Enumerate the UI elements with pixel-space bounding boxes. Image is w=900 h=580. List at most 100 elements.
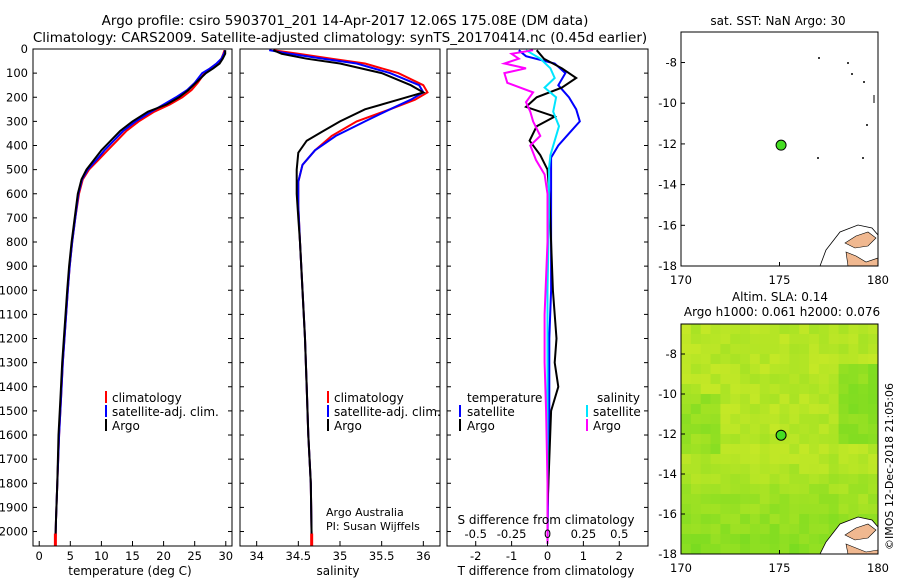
sla-cell (779, 464, 790, 475)
sla-cell (809, 484, 820, 495)
sla-cell (868, 354, 878, 365)
depth-tick-label: 2000 (0, 525, 28, 539)
sla-cell (720, 444, 731, 455)
sla-cell (779, 384, 790, 395)
sla-cell (720, 354, 731, 365)
map-y-tick-label: -10 (658, 387, 677, 401)
sla-cell (749, 504, 761, 515)
sla-cell (848, 454, 859, 465)
sla-cell (749, 394, 761, 405)
sla-cell (690, 534, 702, 545)
sla-cell (690, 404, 702, 415)
sla-cell (720, 464, 731, 475)
depth-tick-label: 600 (6, 187, 28, 201)
sla-cell (779, 404, 790, 415)
sla-cell (828, 454, 840, 465)
sla-cell (868, 394, 878, 405)
sla-cell (740, 514, 751, 525)
sla-cell (700, 394, 712, 405)
sla-cell (828, 434, 840, 445)
sla-cell (710, 474, 721, 485)
sla-cell (690, 384, 702, 395)
sla-cell (740, 334, 751, 345)
sla-cell (818, 534, 830, 545)
sla-cell (730, 344, 741, 355)
sla-cell (720, 514, 731, 525)
legend-s-satellite: satellite (593, 405, 641, 419)
sla-cell (700, 374, 712, 385)
map-y-tick-label: -16 (658, 507, 677, 521)
sla-cell (809, 464, 820, 475)
sla-cell (789, 524, 800, 535)
sla-cell (710, 334, 721, 345)
sla-cell (868, 494, 878, 505)
temperature-panel: 0 5 10 15 20 25 30 temperature (deg C) climato… (32, 48, 233, 578)
depth-tick-label: 1100 (0, 307, 28, 321)
sla-cell (710, 364, 721, 375)
sla-cell (690, 434, 702, 445)
sla-cell (730, 504, 741, 515)
sla-cell (720, 344, 731, 355)
sla-cell (749, 464, 761, 475)
x-tick-label: 25 (187, 549, 202, 563)
sla-cell (799, 524, 810, 535)
sla-cell (809, 524, 820, 535)
sla-cell (749, 484, 761, 495)
sla-cell (848, 334, 859, 345)
sla-cell (818, 324, 830, 335)
sla-cell (730, 534, 741, 545)
salinity-xlabel: salinity (316, 564, 359, 578)
sla-cell (769, 484, 781, 495)
sla-cell (749, 374, 761, 385)
sst-map-title: sat. SST: NaN Argo: 30 (710, 14, 845, 28)
sla-cell (759, 404, 771, 415)
sla-cell (700, 364, 712, 375)
sla-cell (809, 444, 820, 455)
sla-cell (720, 424, 731, 435)
sla-cell (740, 324, 751, 335)
x-tick-label: 35 (333, 549, 348, 563)
depth-tick-label: 1300 (0, 356, 28, 370)
sla-cell (720, 484, 731, 495)
series-t-satellite (518, 49, 581, 544)
sla-cell (690, 364, 702, 375)
sla-cell (838, 344, 850, 355)
sla-cell (818, 454, 830, 465)
x-tick-label: -2 (470, 549, 481, 563)
argo-float-marker (775, 139, 787, 151)
sla-cell (789, 404, 800, 415)
sla-cell (838, 454, 850, 465)
sla-cell (828, 364, 840, 375)
sla-cell (720, 324, 731, 335)
sla-cell (868, 444, 878, 455)
sla-cell (740, 394, 751, 405)
sla-cell (681, 504, 692, 515)
sla-cell (799, 484, 810, 495)
sla-cell (799, 534, 810, 545)
sla-cell (779, 364, 790, 375)
map-y-tick-label: -18 (658, 259, 677, 273)
sla-cell (740, 444, 751, 455)
sla-cell (828, 374, 840, 385)
sla-cell (759, 364, 771, 375)
sla-cell (710, 544, 721, 554)
sla-cell (769, 344, 781, 355)
sla-map-title: Altim. SLA: 0.14 (732, 290, 828, 304)
sla-cell (789, 434, 800, 445)
sla-cell (749, 364, 761, 375)
sla-cell (848, 404, 859, 415)
sla-cell (759, 454, 771, 465)
sla-cell (838, 324, 850, 335)
sla-cell (848, 424, 859, 435)
sla-cell (858, 324, 869, 335)
legend-satellite: satellite-adj. clim. (334, 405, 441, 419)
sla-cell (809, 414, 820, 425)
legend-t-argo: Argo (467, 419, 495, 433)
salinity-legend: climatology satellite-adj. clim. Argo (327, 391, 441, 433)
sla-cell (799, 444, 810, 455)
sla-cell (838, 514, 850, 525)
sla-cell (730, 544, 741, 554)
sla-cell (838, 334, 850, 345)
sla-cell (858, 454, 869, 465)
